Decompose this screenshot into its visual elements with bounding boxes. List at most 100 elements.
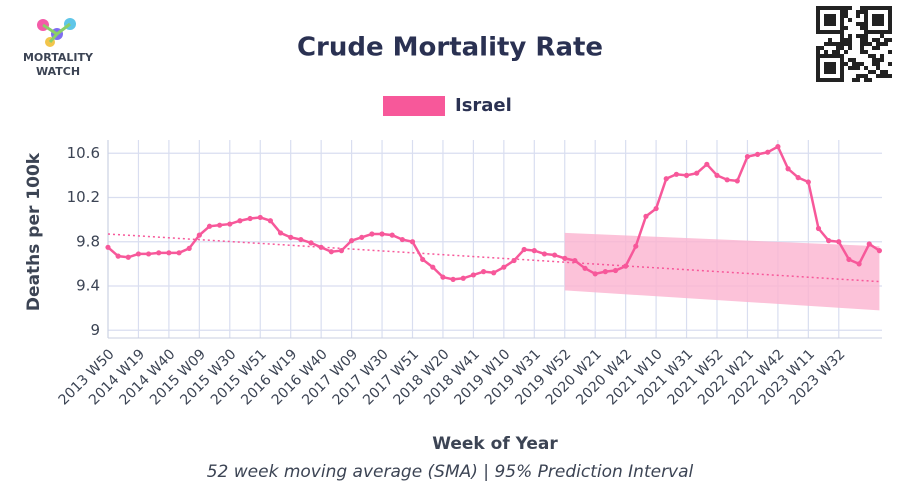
qr-cell [860,62,864,66]
qr-cell [888,26,892,30]
data-point [206,223,213,229]
qr-cell [880,34,884,38]
data-point [440,274,446,280]
qr-cell [828,18,832,22]
qr-cell [856,74,860,78]
qr-cell [876,38,880,42]
qr-cell [884,74,888,78]
qr-cell [852,58,856,62]
qr-cell [828,42,832,46]
qr-cell [828,70,832,74]
data-point [795,175,801,181]
qr-cell [816,58,820,62]
qr-cell [820,6,824,10]
legend-swatch [383,96,445,116]
data-point [876,248,883,254]
data-point [399,236,405,243]
data-point [714,172,720,178]
data-point [866,241,872,247]
qr-cell [872,46,876,50]
qr-cell [828,30,832,34]
data-point [196,232,202,238]
qr-cell [816,30,820,34]
data-point [775,144,781,150]
qr-cell [844,26,848,30]
data-point [115,253,121,259]
data-point [277,230,284,236]
data-point [369,231,375,237]
data-point [521,246,527,253]
logo: MORTALITY WATCH [23,18,94,78]
y-tick-label: 9.4 [76,277,100,295]
chart-title: Crude Mortality Rate [297,33,603,63]
qr-cell [840,70,844,74]
data-point [511,257,517,264]
qr-cell [860,22,864,26]
qr-cell [836,54,840,58]
qr-cell [824,62,828,66]
y-tick-label: 10.6 [67,144,100,162]
qr-cell [872,30,876,34]
data-point [379,231,385,237]
qr-cell [828,6,832,10]
data-point [176,250,182,256]
qr-cell [856,66,860,70]
data-point [450,276,456,282]
qr-cell [836,42,840,46]
qr-cell [880,22,884,26]
qr-cell [864,18,868,22]
qr-cell [860,38,864,42]
qr-cell [828,66,832,70]
qr-cell [840,62,844,66]
qr-cell [888,74,892,78]
qr-cell [856,10,860,14]
qr-cell [832,78,836,82]
qr-cell [884,38,888,42]
data-point [135,251,142,257]
qr-cell [872,22,876,26]
data-point [633,243,639,249]
data-point [643,213,649,219]
y-axis-label: Deaths per 100k [24,152,44,311]
qr-cell [880,42,884,46]
qr-cell [872,38,876,42]
legend-label: Israel [455,95,512,116]
qr-cell [832,66,836,70]
qr-cell [820,78,824,82]
qr-cell [864,14,868,18]
qr-cell [832,14,836,18]
qr-cell [828,38,832,42]
data-point [359,234,365,240]
data-point [501,264,507,270]
data-point [704,161,710,167]
qr-cell [860,74,864,78]
qr-cell [848,34,852,38]
data-point [531,248,537,254]
data-point [146,251,152,257]
data-point [724,177,730,183]
qr-cell [816,26,820,30]
data-point [125,254,131,260]
data-point [156,250,162,256]
qr-cell [876,62,880,66]
data-point [227,221,233,227]
qr-cell [832,70,836,74]
data-point [298,236,304,243]
qr-cell [848,38,852,42]
qr-cell [864,74,868,78]
qr-cell [816,66,820,70]
data-point [420,256,426,263]
qr-cell [852,78,856,82]
logo-text: WATCH [36,65,80,78]
qr-cell [824,14,828,18]
data-point [623,263,629,269]
qr-cell [856,34,860,38]
y-tick-label: 10.2 [67,188,100,206]
qr-cell [880,54,884,58]
qr-cell [872,18,876,22]
qr-cell [880,6,884,10]
qr-cell [840,34,844,38]
qr-cell [840,30,844,34]
qr-cell [888,30,892,34]
